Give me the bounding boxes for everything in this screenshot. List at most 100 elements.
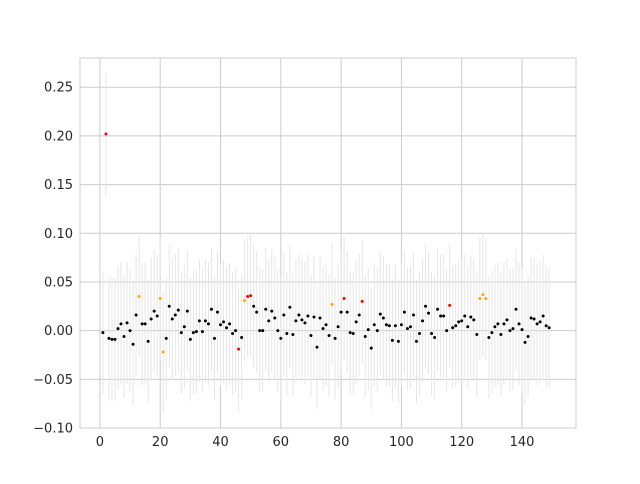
data-point (194, 330, 198, 334)
data-point (249, 294, 253, 298)
data-point (237, 347, 241, 351)
data-point (333, 336, 337, 340)
data-point (354, 320, 358, 324)
data-point (430, 332, 434, 336)
data-point (439, 314, 443, 318)
data-point (285, 332, 289, 336)
data-point (243, 298, 247, 302)
data-point (125, 321, 129, 325)
data-point (300, 318, 304, 322)
data-point (436, 307, 440, 311)
data-point (366, 328, 370, 332)
data-point (369, 346, 373, 350)
data-point (336, 325, 340, 329)
data-point (469, 315, 473, 319)
y-tick-label: 0.00 (44, 324, 73, 339)
y-tick-label: 0.05 (44, 275, 73, 290)
data-point (418, 332, 422, 336)
x-tick-label: 120 (449, 435, 474, 450)
data-point (466, 325, 470, 329)
data-point (538, 320, 542, 324)
data-point (378, 312, 382, 316)
x-tick-label: 100 (389, 435, 414, 450)
data-point (321, 327, 325, 331)
data-point (152, 309, 156, 313)
data-point (472, 318, 476, 322)
plot-frame (79, 57, 577, 429)
data-point (203, 319, 207, 323)
data-point (520, 328, 524, 332)
data-point (164, 336, 168, 340)
data-point (442, 314, 446, 318)
data-point (424, 304, 428, 308)
data-point (146, 339, 150, 343)
data-point (258, 329, 262, 333)
x-tick-labels: 0 20 40 60 80 100 120 140 (96, 435, 535, 450)
data-point (176, 308, 180, 312)
data-point (303, 321, 307, 325)
x-tick-label: 20 (152, 435, 169, 450)
data-point (225, 326, 229, 330)
data-point (246, 295, 250, 299)
data-point (291, 333, 295, 337)
data-point (267, 319, 271, 323)
data-point (309, 334, 313, 337)
data-point (312, 315, 316, 319)
data-point (107, 336, 111, 340)
data-point (411, 313, 415, 317)
data-point (390, 338, 394, 342)
data-point (372, 323, 376, 327)
data-point (529, 316, 533, 320)
data-point (327, 334, 331, 337)
data-point (209, 307, 213, 311)
data-point (228, 322, 232, 326)
x-tick-label: 40 (212, 435, 229, 450)
data-point (264, 307, 268, 311)
data-point (517, 322, 521, 326)
data-point (514, 307, 518, 311)
data-point (306, 314, 310, 318)
data-point (215, 310, 219, 314)
data-point (282, 313, 286, 317)
data-point (511, 327, 515, 331)
data-point (276, 329, 280, 333)
data-point (330, 302, 334, 306)
data-point (535, 322, 539, 326)
data-point (496, 322, 500, 326)
data-point (505, 318, 509, 322)
data-point (104, 132, 108, 136)
data-point (315, 345, 319, 349)
data-point (101, 331, 105, 335)
data-point (487, 335, 491, 339)
data-point (324, 323, 328, 327)
data-point (149, 317, 153, 321)
data-point (357, 313, 361, 317)
data-point (197, 319, 201, 323)
y-tick-label: 0.25 (44, 81, 73, 96)
data-point (116, 327, 120, 331)
data-point (532, 317, 536, 321)
data-point (363, 334, 367, 338)
data-point (342, 297, 346, 300)
data-point (179, 331, 183, 335)
data-point (421, 319, 425, 323)
data-point (541, 314, 545, 318)
data-point (463, 314, 467, 318)
data-point (110, 337, 114, 341)
y-tick-label: −0.10 (33, 422, 73, 437)
data-point (408, 325, 412, 329)
data-point (544, 324, 548, 328)
data-point (240, 335, 244, 339)
data-point (119, 322, 123, 326)
data-point (279, 336, 283, 340)
data-point (294, 319, 298, 323)
data-point (399, 323, 403, 327)
data-point (547, 326, 551, 330)
data-point (345, 310, 349, 314)
data-point (475, 333, 479, 337)
data-point (339, 310, 343, 314)
data-point (393, 324, 397, 328)
data-points (101, 132, 551, 354)
data-point (508, 329, 512, 333)
